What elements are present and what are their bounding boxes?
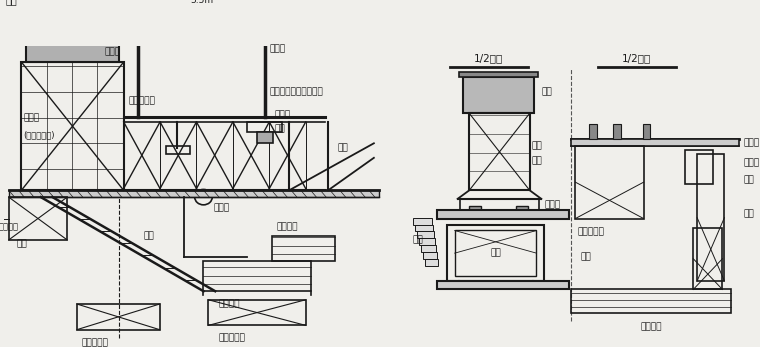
Bar — [437, 281, 568, 289]
Text: 底模平台: 底模平台 — [640, 323, 662, 332]
Text: 底模平台: 底模平台 — [218, 299, 239, 308]
Bar — [613, 124, 621, 139]
Bar — [77, 304, 160, 330]
Bar — [271, 236, 335, 261]
Bar — [420, 245, 436, 252]
Bar — [257, 132, 273, 143]
Text: 后长架: 后长架 — [24, 113, 40, 122]
Bar — [571, 139, 739, 146]
Bar — [575, 146, 644, 219]
Bar — [425, 259, 438, 265]
Text: 压重: 压重 — [541, 87, 552, 96]
Text: 垫座: 垫座 — [274, 124, 285, 133]
Text: (附脚手平台): (附脚手平台) — [24, 130, 55, 139]
Bar — [516, 206, 527, 217]
Text: 结构: 结构 — [531, 157, 543, 166]
Bar — [27, 15, 119, 62]
Text: 张拉平台: 张拉平台 — [277, 222, 298, 231]
Text: 前支承横架: 前支承横架 — [218, 334, 245, 343]
Bar — [571, 289, 731, 313]
Text: 锚固: 锚固 — [531, 141, 543, 150]
Bar — [686, 150, 713, 184]
Text: 底模: 底模 — [581, 253, 591, 262]
Bar — [447, 225, 544, 281]
Bar — [423, 252, 437, 259]
Bar — [454, 230, 537, 276]
Bar — [208, 300, 306, 325]
Text: 1/2前视: 1/2前视 — [622, 54, 651, 64]
Bar — [413, 218, 432, 225]
Text: 走行轮: 走行轮 — [214, 203, 230, 212]
Text: 内模: 内模 — [490, 249, 501, 258]
Text: 斜梯: 斜梯 — [413, 235, 423, 244]
Text: 前短架: 前短架 — [274, 111, 290, 120]
Text: 1/2后视: 1/2后视 — [474, 54, 503, 64]
Text: 侧模: 侧模 — [744, 210, 755, 219]
Bar — [693, 228, 723, 289]
Text: 悬吊侧模架: 悬吊侧模架 — [128, 96, 155, 105]
Text: 后轮架: 后轮架 — [544, 200, 560, 209]
Text: 后吊杆: 后吊杆 — [104, 47, 120, 56]
Bar — [460, 199, 540, 210]
Text: 吊架及横联: 吊架及横联 — [578, 227, 604, 236]
Text: 垫座: 垫座 — [744, 176, 755, 185]
Text: 侧模: 侧模 — [143, 231, 154, 240]
Text: 后支承横架: 后支承横架 — [82, 338, 109, 347]
Bar — [469, 206, 481, 217]
Text: 前吊杆: 前吊杆 — [270, 45, 286, 54]
Bar — [697, 154, 724, 281]
Text: 前短架: 前短架 — [744, 159, 760, 168]
Text: 锚固结构: 锚固结构 — [0, 222, 19, 231]
Bar — [415, 225, 433, 231]
Bar — [247, 122, 283, 132]
Bar — [589, 124, 597, 139]
Text: 5.5m: 5.5m — [190, 0, 213, 5]
Bar — [21, 62, 124, 190]
Text: 斜梯: 斜梯 — [17, 240, 27, 249]
Bar — [464, 77, 534, 113]
Text: 前长架: 前长架 — [744, 138, 760, 147]
Bar — [469, 113, 530, 190]
Text: 前长架（附脚手平台）: 前长架（附脚手平台） — [270, 87, 324, 96]
Bar — [437, 210, 568, 219]
Bar — [643, 124, 651, 139]
Text: 吊架: 吊架 — [338, 143, 349, 152]
Bar — [166, 146, 190, 154]
Bar — [419, 238, 435, 245]
Bar — [9, 197, 67, 240]
Bar — [458, 72, 538, 77]
Text: 压重: 压重 — [6, 0, 17, 6]
Bar — [204, 261, 311, 291]
Bar — [9, 190, 378, 197]
Bar — [416, 231, 434, 238]
